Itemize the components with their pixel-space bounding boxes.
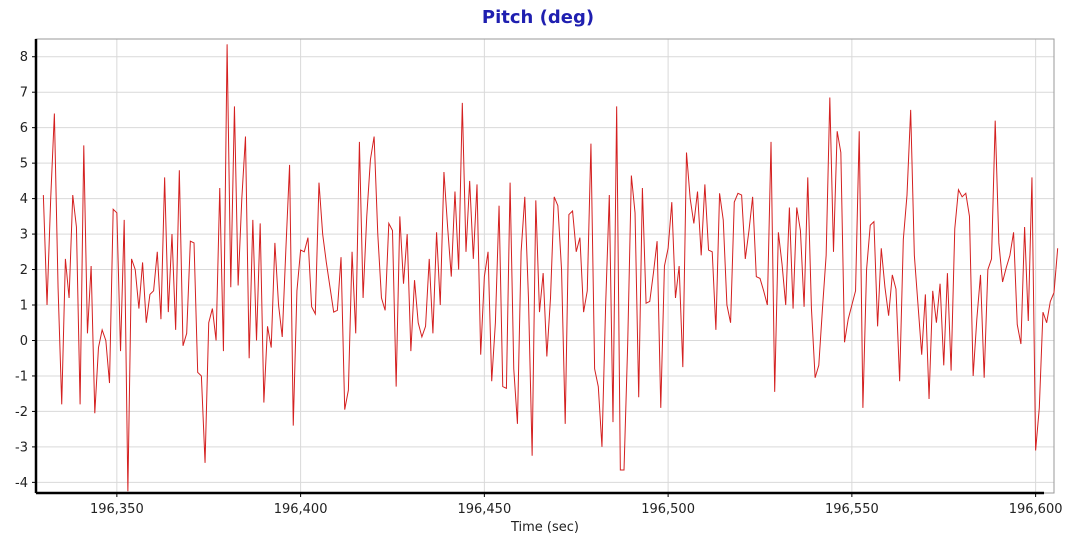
x-tick-label: 196,450 [457, 502, 511, 517]
x-axis-ticks: 196,350 196,400 196,450 196,500 196,550 196,6… [90, 493, 1063, 517]
y-tick-label: -3 [15, 440, 28, 455]
y-tick-label: -4 [15, 476, 28, 491]
y-tick-label: 8 [20, 50, 28, 65]
y-tick-label: -1 [15, 369, 28, 384]
y-tick-label: 2 [20, 263, 28, 278]
y-tick-label: 1 [20, 299, 28, 314]
x-tick-label: 196,400 [274, 502, 328, 517]
y-tick-label: 5 [20, 157, 28, 172]
x-axis-label: Time (sec) [510, 520, 579, 535]
pitch-series-line [42, 44, 1059, 492]
y-tick-label: 6 [20, 121, 28, 136]
y-tick-label: -2 [15, 405, 28, 420]
y-tick-label: 0 [20, 334, 28, 349]
series-layer [42, 44, 1059, 492]
x-tick-label: 196,600 [1009, 502, 1063, 517]
y-axis-ticks: -4 -3 -2 -1 0 1 2 3 4 5 6 7 8 [15, 50, 36, 491]
chart-title: Pitch (deg) [481, 7, 595, 28]
y-tick-label: 4 [20, 192, 28, 207]
plot-frame [34, 38, 1055, 495]
y-tick-label: 7 [20, 86, 28, 101]
x-tick-label: 196,550 [825, 502, 879, 517]
x-tick-label: 196,500 [641, 502, 695, 517]
y-tick-label: 3 [20, 228, 28, 243]
grid-layer [36, 39, 1054, 493]
plot-border [35, 38, 1055, 494]
x-tick-label: 196,350 [90, 502, 144, 517]
